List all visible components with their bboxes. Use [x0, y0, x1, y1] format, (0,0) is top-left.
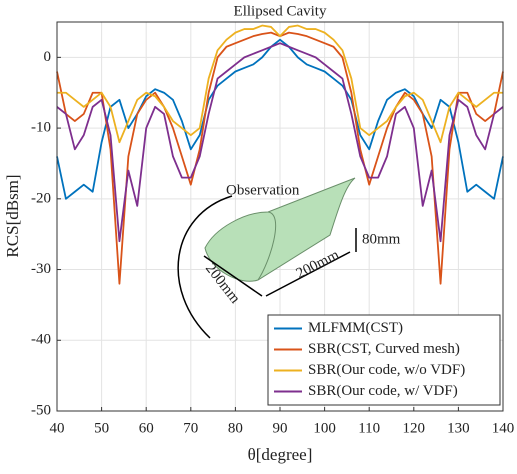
x-tick-label: 90: [273, 420, 288, 436]
inset-figure: [177, 177, 357, 339]
x-axis-label: θ[degree]: [248, 445, 313, 464]
x-tick-label: 60: [139, 420, 154, 436]
x-tick-label: 120: [403, 420, 426, 436]
x-tick-label: 100: [313, 420, 336, 436]
annotation: 80mm: [362, 231, 401, 247]
x-tick-label: 50: [94, 420, 109, 436]
x-tick-label: 80: [228, 420, 243, 436]
legend-label: SBR(Our code, w/o VDF): [308, 362, 465, 378]
observation-arc: [177, 195, 233, 339]
series-line: [56, 38, 504, 200]
y-tick-label: -50: [31, 402, 51, 418]
y-tick-label: -30: [31, 261, 51, 277]
y-tick-label: -20: [31, 190, 51, 206]
legend-box: [267, 314, 501, 406]
x-tick-label: 110: [358, 420, 380, 436]
chart-title: Ellipsed Cavity: [234, 3, 327, 19]
x-tick-label: 40: [50, 420, 65, 436]
cavity-shape: [204, 177, 356, 282]
cavity-edge: [257, 211, 277, 281]
x-tick-label: 70: [183, 420, 198, 436]
y-tick-label: -40: [31, 332, 51, 348]
series-line: [57, 24, 503, 144]
series-line: [56, 42, 504, 243]
y-axis-label: RCS[dBsm]: [3, 174, 22, 257]
y-tick-label: -10: [31, 120, 51, 136]
annotation: Observation: [226, 182, 300, 198]
dimension-arrow: [265, 251, 351, 297]
legend-label: SBR(Our code, w/ VDF): [308, 383, 458, 399]
x-tick-label: 130: [447, 420, 470, 436]
x-tick-label: 140: [492, 420, 515, 436]
plot-frame: [56, 21, 504, 412]
plot-lines: [56, 24, 504, 285]
legend-label: SBR(CST, Curved mesh): [308, 341, 460, 357]
legend-label: MLFMM(CST): [308, 320, 403, 336]
dimension-arrow: [203, 255, 263, 297]
y-tick-label: 0: [44, 49, 52, 65]
